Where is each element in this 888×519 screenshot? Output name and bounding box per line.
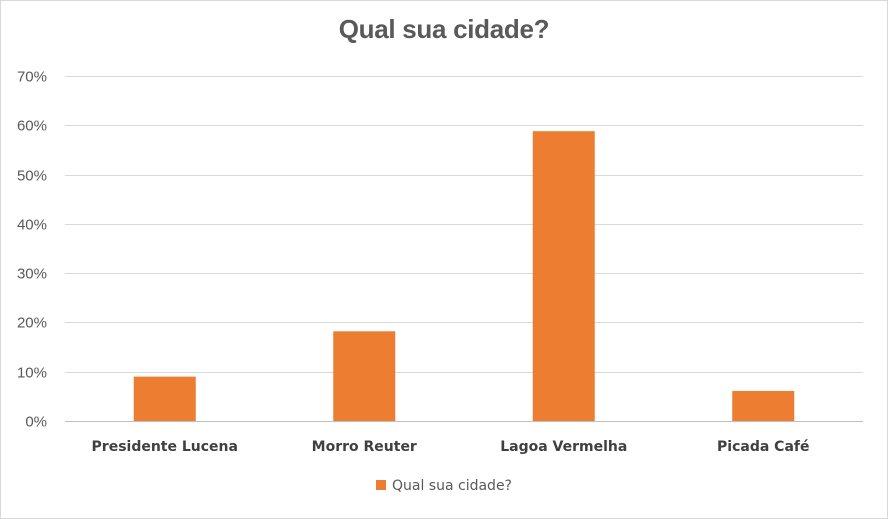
y-tick-label: 70% xyxy=(17,69,47,86)
y-tick-label: 10% xyxy=(17,365,47,382)
legend-label: Qual sua cidade? xyxy=(392,478,512,494)
chart-legend: Qual sua cidade? xyxy=(0,478,888,494)
y-tick-label: 50% xyxy=(17,168,47,185)
bar xyxy=(532,131,595,421)
chart-title: Qual sua cidade? xyxy=(338,14,550,44)
bar xyxy=(333,331,396,421)
bar xyxy=(133,376,196,421)
y-tick-label: 20% xyxy=(17,315,47,332)
x-tick-label: Morro Reuter xyxy=(312,439,417,455)
y-tick-label: 0% xyxy=(25,414,47,431)
y-tick-label: 60% xyxy=(17,118,47,135)
y-tick-label: 40% xyxy=(17,217,47,234)
y-tick-label: 30% xyxy=(17,266,47,283)
x-tick-label: Picada Café xyxy=(717,439,809,455)
legend-swatch xyxy=(376,480,386,490)
bar xyxy=(732,390,795,421)
x-tick-label: Lagoa Vermelha xyxy=(500,439,627,455)
x-tick-label: Presidente Lucena xyxy=(92,439,238,455)
